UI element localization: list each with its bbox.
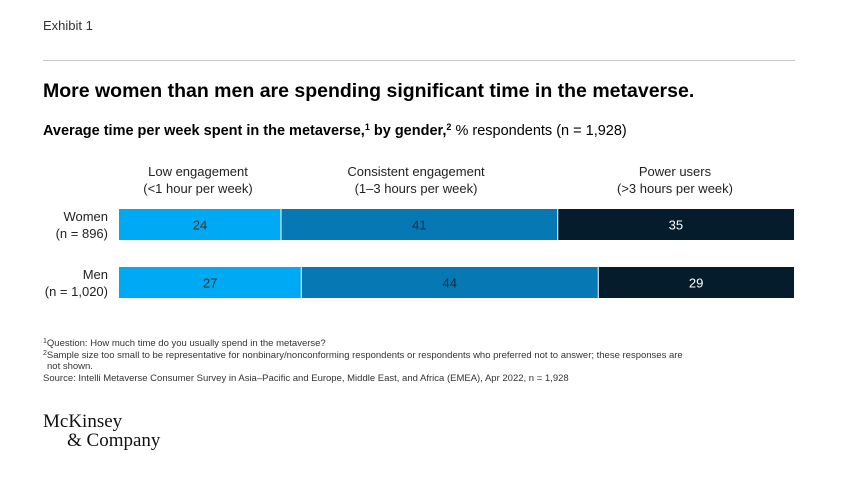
bar-women-power — [557, 209, 794, 240]
row-label-men: Men (n = 1,020) — [45, 266, 108, 300]
exhibit-label: Exhibit 1 — [43, 18, 93, 33]
subtitle-footnote-1: 1 — [364, 122, 370, 132]
category-header-low: Low engagement (<1 hour per week) — [143, 163, 252, 197]
footnote-2: 2Sample size too small to be representat… — [43, 350, 783, 362]
category-header-power-line1: Power users — [638, 164, 712, 179]
footnote-2-text: Sample size too small to be representati… — [46, 349, 683, 361]
bar-segment-separator — [280, 209, 282, 240]
row-label-women: Women (n = 896) — [56, 208, 108, 242]
row-label-men-name: Men — [82, 267, 108, 282]
chart-subtitle: Average time per week spent in the metav… — [43, 122, 627, 140]
bar-women-consistent — [281, 209, 558, 240]
bar-men-consistent — [301, 267, 599, 298]
footnote-2-continued: not shown. — [47, 361, 93, 372]
bar-label-men-consistent: 44 — [443, 276, 457, 291]
category-header-low-line1: Low engagement — [148, 164, 248, 179]
chart-title: More women than men are spending signifi… — [43, 80, 695, 102]
category-header-low-line2: (<1 hour per week) — [143, 181, 253, 196]
subtitle-footnote-2: 2 — [446, 122, 452, 132]
bar-segment-separator — [557, 209, 559, 240]
category-header-consistent: Consistent engagement (1–3 hours per wee… — [347, 163, 484, 197]
bar-label-women-consistent: 41 — [412, 218, 426, 233]
footnote-1: 1Question: How much time do you usually … — [43, 338, 783, 350]
bar-men-power — [598, 267, 794, 298]
subtitle-mid: by gender, — [369, 123, 447, 139]
category-header-power-line2: (>3 hours per week) — [617, 181, 733, 196]
footnote-2-marker: 2 — [43, 349, 47, 357]
source-note: Source: Intelli Metaverse Consumer Surve… — [43, 372, 569, 384]
header-divider — [43, 60, 795, 61]
bar-segment-separator — [300, 267, 302, 298]
bar-women-low — [119, 209, 281, 240]
category-header-consistent-line1: Consistent engagement — [347, 164, 485, 179]
subtitle-unit: % respondents (n = 1,928) — [451, 123, 627, 139]
footnote-1-text: Question: How much time do you usually s… — [46, 338, 326, 349]
bar-label-men-power: 29 — [689, 276, 703, 291]
footnote-1-marker: 1 — [43, 338, 47, 345]
bar-label-women-power: 35 — [669, 218, 683, 233]
row-label-men-n: (n = 1,020) — [44, 284, 108, 299]
mckinsey-logo: McKinsey & Company — [43, 412, 160, 450]
logo-line-2: & Company — [67, 430, 161, 451]
subtitle-main: Average time per week spent in the metav… — [43, 123, 365, 139]
logo-line-1: McKinsey — [43, 411, 123, 432]
footnotes: 1Question: How much time do you usually … — [43, 338, 783, 384]
bar-label-men-low: 27 — [203, 276, 217, 291]
bar-men-low — [119, 267, 302, 298]
category-header-consistent-line2: (1–3 hours per week) — [354, 181, 478, 196]
category-header-power: Power users (>3 hours per week) — [617, 163, 733, 197]
row-label-women-name: Women — [63, 209, 108, 224]
bar-label-women-low: 24 — [193, 218, 207, 233]
row-label-women-n: (n = 896) — [55, 226, 108, 241]
bar-segment-separator — [597, 267, 599, 298]
